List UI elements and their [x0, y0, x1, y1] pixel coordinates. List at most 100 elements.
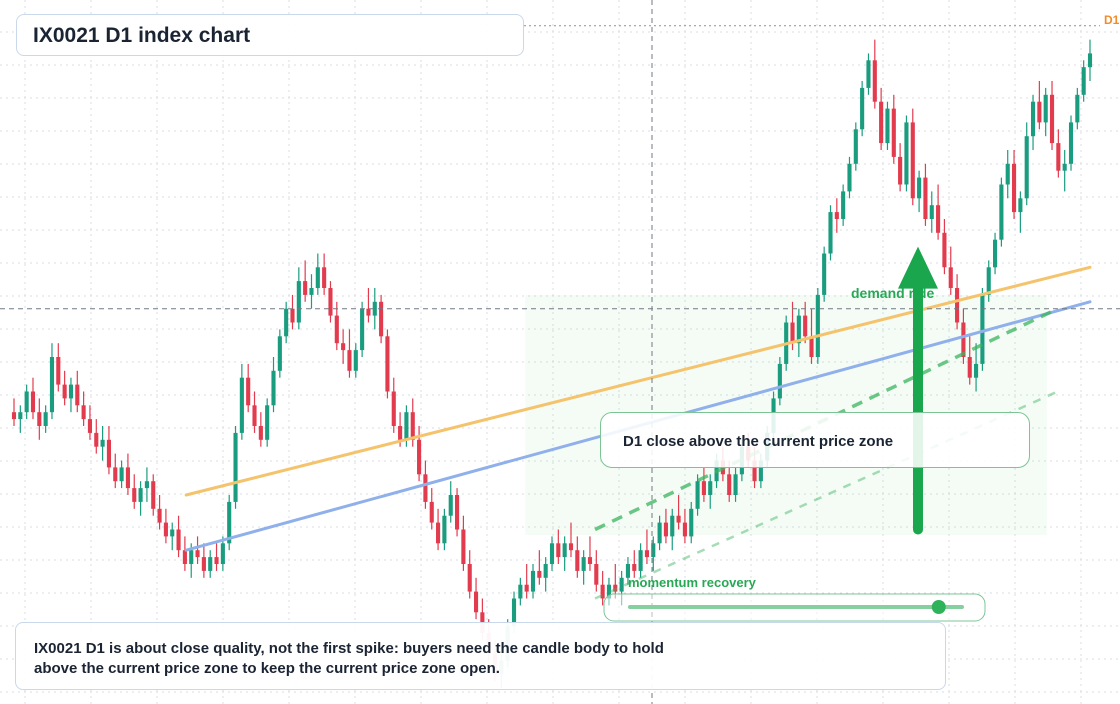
candle-body [1043, 94, 1048, 123]
candle-body [701, 481, 706, 495]
candle-body [11, 412, 17, 420]
candle [334, 301, 339, 351]
candle [625, 557, 631, 585]
candle-body [341, 343, 346, 351]
candle-body [151, 481, 156, 509]
candle-body [613, 584, 618, 592]
candle-body [524, 584, 529, 592]
candle [309, 274, 314, 309]
candle [119, 460, 124, 489]
candle [777, 357, 782, 406]
candle [676, 495, 681, 530]
candle [815, 288, 820, 364]
candle [644, 529, 649, 564]
candle [847, 156, 852, 199]
candle-body [1018, 198, 1023, 213]
candle [910, 108, 915, 206]
candle [372, 288, 377, 330]
candle [417, 426, 422, 482]
candle [144, 467, 149, 502]
candle-body [676, 515, 681, 523]
candle-body [657, 522, 662, 544]
candle-body [575, 550, 580, 571]
candle [733, 467, 738, 502]
candle-body [543, 564, 548, 578]
candle [87, 405, 93, 440]
candle [708, 474, 713, 509]
candle-body [733, 474, 738, 495]
candle [239, 363, 244, 440]
candle-body [176, 529, 181, 551]
candle [11, 398, 17, 426]
candle [296, 267, 301, 330]
candle-body [1062, 163, 1067, 171]
candle-body [834, 212, 839, 219]
candle-body [37, 412, 42, 426]
candle-body [379, 301, 384, 337]
candle-body [594, 564, 599, 585]
candle [841, 184, 846, 226]
candle [948, 246, 953, 295]
candle [904, 115, 909, 192]
description-line-2: above the current price zone to keep the… [34, 660, 500, 677]
candle-body [68, 384, 74, 399]
candle-body [758, 460, 763, 482]
candle [524, 564, 529, 599]
candle [436, 508, 441, 551]
candle [467, 550, 472, 599]
candle-body [360, 308, 365, 351]
candle [18, 405, 23, 433]
candle-body [967, 357, 972, 378]
candle [328, 281, 333, 323]
candle-body [904, 122, 909, 185]
candle-body [138, 488, 143, 502]
price-zone-callout: D1 close above the current price zone [600, 412, 1030, 468]
candle [594, 550, 599, 592]
candle-body [708, 481, 713, 495]
candle-body [796, 315, 801, 344]
candle [1062, 150, 1067, 192]
candle [682, 508, 687, 544]
momentum-slider-knob[interactable] [931, 600, 946, 614]
candle [106, 426, 111, 475]
candle-body [290, 308, 295, 323]
candle-body [132, 488, 137, 502]
candle-body [81, 405, 86, 420]
candle-body [1011, 163, 1017, 213]
candle-body [182, 550, 187, 564]
candle [227, 495, 232, 551]
candle [271, 357, 276, 413]
candle-body [404, 412, 409, 440]
candle [549, 536, 555, 571]
candle [277, 329, 282, 378]
candle-body [803, 315, 808, 337]
candle-body [246, 377, 251, 406]
candle-body [1087, 53, 1093, 68]
candle [891, 94, 896, 164]
candle-body [936, 205, 941, 233]
candle-body [828, 212, 833, 254]
candle-body [1049, 94, 1055, 144]
candle [1087, 39, 1093, 81]
candle-body [87, 419, 93, 433]
candle-body [980, 294, 985, 364]
up-arrow-icon [898, 246, 938, 535]
candle [214, 543, 219, 571]
candle [315, 253, 320, 295]
candle [94, 419, 99, 454]
candle [201, 543, 206, 578]
candle [632, 550, 637, 578]
candle [1068, 115, 1074, 171]
candle [30, 377, 36, 420]
candle [885, 101, 890, 150]
candle-body [113, 467, 118, 482]
candle [233, 426, 238, 509]
candle [980, 288, 985, 371]
candle [62, 370, 67, 406]
candle [1075, 87, 1080, 130]
candle [974, 343, 979, 392]
candle-body [562, 543, 567, 558]
candle-body [955, 288, 960, 323]
candle-body [752, 460, 757, 482]
